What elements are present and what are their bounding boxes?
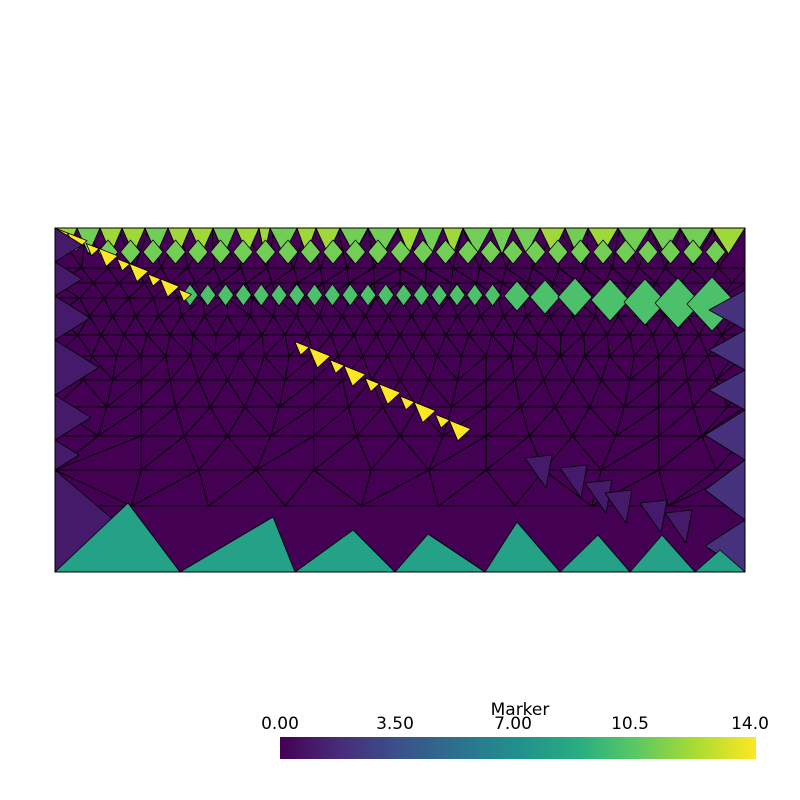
- upper-layer-cell: [570, 239, 591, 265]
- upper-layer-cell: [232, 239, 254, 265]
- fault-cell: [448, 419, 472, 442]
- upper-layer-cell: [480, 239, 501, 265]
- upper-layer-cell: [637, 239, 659, 265]
- fault-cell: [178, 288, 192, 302]
- shear-zone-cell: [604, 489, 633, 524]
- upper-layer-cell: [705, 239, 726, 265]
- upper-layer-cell: [395, 283, 413, 307]
- upper-layer-cell: [341, 283, 359, 307]
- colorbar-gradient: [280, 737, 756, 759]
- upper-layer-cell: [503, 280, 531, 312]
- upper-layer-cell: [615, 239, 636, 265]
- upper-layer-cell: [547, 239, 569, 265]
- upper-layer-cell: [525, 239, 546, 265]
- upper-layer-cell: [430, 283, 448, 307]
- fault-cell: [128, 263, 149, 283]
- fault-cell: [308, 346, 331, 369]
- upper-layer-cell: [412, 283, 430, 307]
- upper-layer-cell: [448, 283, 466, 307]
- fault-cell: [98, 247, 119, 267]
- upper-layer-cell: [557, 277, 593, 317]
- mesh-marked-cells: [54, 227, 746, 573]
- shear-zone-cell: [524, 454, 553, 489]
- colorbar-tick-label: 7.00: [494, 714, 532, 734]
- fault-cell: [147, 273, 162, 287]
- upper-layer-cell: [270, 283, 288, 307]
- fault-cell: [399, 395, 415, 411]
- fault-cell: [85, 243, 100, 257]
- upper-layer-cell: [359, 283, 377, 307]
- upper-layer-cell: [377, 283, 395, 307]
- upper-layer-cell: [435, 239, 456, 265]
- upper-layer-cell: [255, 239, 276, 265]
- upper-layer-cell: [277, 239, 299, 265]
- upper-layer-cell: [502, 239, 524, 265]
- upper-layer-cell: [484, 283, 502, 307]
- upper-layer-cell: [306, 283, 324, 307]
- upper-layer-cell: [457, 239, 479, 265]
- upper-layer-cell: [120, 239, 141, 265]
- upper-layer-cell: [300, 239, 321, 265]
- upper-layer-cell: [345, 239, 366, 265]
- upper-layer-cell: [234, 283, 252, 307]
- upper-layer-cell: [252, 283, 270, 307]
- upper-layer-cell: [288, 283, 306, 307]
- upper-layer-cell: [165, 239, 186, 265]
- upper-layer-cell: [199, 283, 217, 307]
- upper-layer-cell: [367, 239, 389, 265]
- shear-zone-cell: [664, 509, 693, 544]
- colorbar-title: Marker: [490, 700, 550, 720]
- colorbar-tick-label: 3.50: [376, 714, 414, 734]
- fault-cell: [329, 359, 345, 374]
- colorbar-tick-label: 0.00: [261, 714, 299, 734]
- fault-cell: [378, 383, 401, 405]
- fault-cell: [434, 414, 451, 429]
- upper-layer-cell: [217, 283, 235, 307]
- shear-zone-cell: [559, 464, 588, 499]
- upper-layer-cell: [187, 239, 209, 265]
- fault-cell: [116, 258, 131, 272]
- fault-cell: [159, 278, 180, 298]
- shear-zone-cell: [639, 499, 668, 534]
- fault-cell: [364, 377, 380, 393]
- fault-cell: [413, 401, 437, 423]
- fault-cell: [343, 365, 366, 387]
- domain-outline: [54, 227, 746, 573]
- upper-layer-cell: [390, 239, 411, 265]
- upper-layer-cell: [412, 239, 434, 265]
- upper-layer-cell: [323, 283, 341, 307]
- upper-layer-cell: [660, 239, 681, 265]
- upper-layer-cell: [592, 239, 614, 265]
- colorbar-tick-label: 14.0: [731, 714, 769, 734]
- upper-layer-cell: [210, 239, 231, 265]
- upper-layer-cell: [142, 239, 164, 265]
- colorbar-tick-label: 10.5: [611, 714, 649, 734]
- upper-layer-cell: [682, 239, 704, 265]
- fault-cell: [294, 341, 310, 356]
- upper-layer-cell: [322, 239, 344, 265]
- upper-layer-cell: [466, 283, 484, 307]
